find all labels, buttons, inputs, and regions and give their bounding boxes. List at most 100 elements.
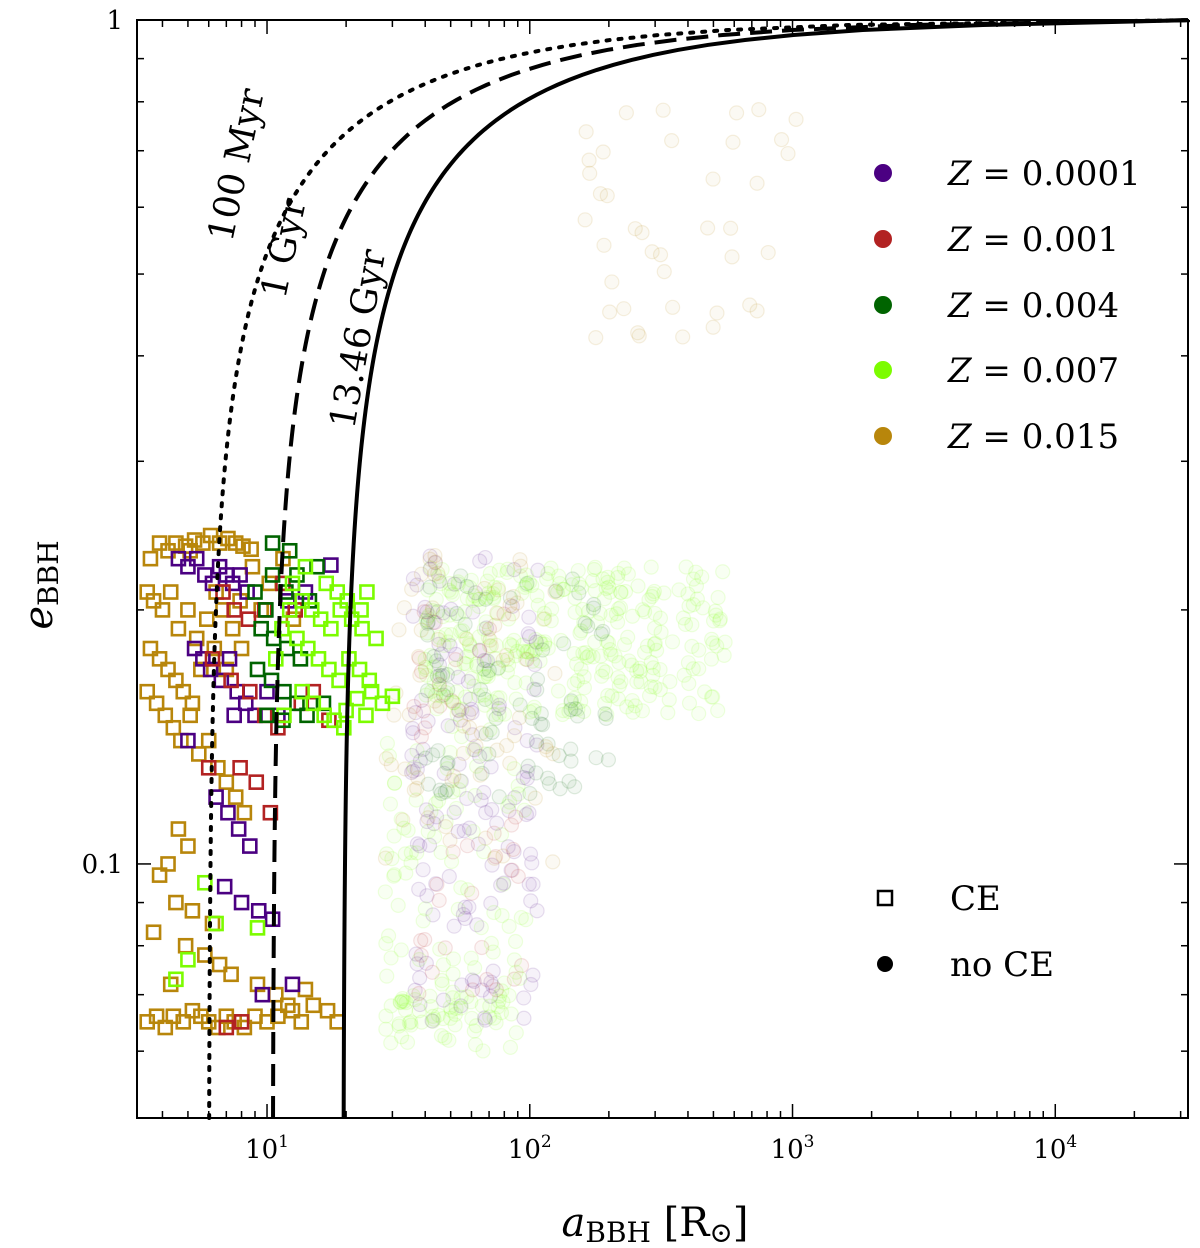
no-ce-point xyxy=(500,798,516,814)
no-ce-point xyxy=(471,591,487,607)
ce-point xyxy=(303,602,320,618)
no-ce-point xyxy=(537,636,553,652)
no-ce-point xyxy=(428,809,445,825)
ce-point xyxy=(321,712,337,729)
no-ce-point xyxy=(607,648,623,664)
no-ce-point xyxy=(383,757,399,773)
no-ce-point xyxy=(427,829,443,845)
legend-label-no-ce: no CE xyxy=(950,945,1054,985)
no-ce-point xyxy=(533,636,549,652)
no-ce-point xyxy=(393,1029,410,1045)
no-ce-point xyxy=(612,600,629,616)
no-ce-point xyxy=(645,660,661,676)
no-ce-point xyxy=(514,585,530,601)
no-ce-point xyxy=(466,742,483,758)
ce-point xyxy=(211,956,228,973)
no-ce-point xyxy=(555,581,571,598)
no-ce-point xyxy=(460,673,476,690)
ce-point xyxy=(294,683,310,700)
ce-point xyxy=(223,966,239,983)
ce-point xyxy=(216,878,233,895)
no-ce-point xyxy=(561,703,577,720)
no-ce-point xyxy=(522,704,538,720)
no-ce-point xyxy=(476,784,492,801)
no-ce-point xyxy=(474,982,490,998)
no-ce-point xyxy=(409,836,426,852)
no-ce-point xyxy=(680,586,696,602)
ce-point xyxy=(264,535,281,551)
no-ce-point xyxy=(417,932,433,948)
no-ce-point xyxy=(467,1036,484,1053)
ce-point xyxy=(148,1008,165,1025)
no-ce-point xyxy=(452,773,468,789)
no-ce-point xyxy=(459,790,475,807)
no-ce-point xyxy=(621,653,637,669)
no-ce-point xyxy=(422,548,438,564)
no-ce-point xyxy=(569,672,586,689)
no-ce-point xyxy=(482,988,499,1004)
no-ce-point xyxy=(450,576,466,592)
no-ce-point xyxy=(561,773,577,789)
no-ce-point xyxy=(441,582,457,598)
no-ce-point xyxy=(476,687,492,703)
no-ce-point xyxy=(485,944,501,960)
no-ce-point xyxy=(525,967,541,983)
no-ce-point xyxy=(724,249,740,265)
no-ce-point xyxy=(576,614,592,630)
no-ce-point xyxy=(457,689,474,705)
no-ce-point xyxy=(489,742,505,758)
no-ce-point xyxy=(515,769,531,786)
no-ce-point xyxy=(704,689,720,705)
no-ce-point xyxy=(503,1006,519,1022)
no-ce-point xyxy=(426,648,442,665)
no-ce-point xyxy=(481,746,497,762)
ce-point xyxy=(318,575,335,592)
no-ce-point xyxy=(482,565,498,582)
ce-point xyxy=(240,611,257,627)
no-ce-point xyxy=(680,655,697,671)
no-ce-point xyxy=(567,779,583,795)
no-ce-point xyxy=(526,699,542,715)
no-ce-point xyxy=(413,729,429,745)
no-ce-point xyxy=(717,634,733,650)
no-ce-point xyxy=(418,687,434,703)
legend-marker-z004 xyxy=(874,296,892,314)
no-ce-point xyxy=(469,658,485,674)
no-ce-point xyxy=(409,761,425,777)
ce-point xyxy=(233,894,250,911)
y-axis-label: eBBH xyxy=(16,540,65,629)
no-ce-point xyxy=(477,1012,493,1028)
no-ce-point xyxy=(474,998,490,1014)
no-ce-point xyxy=(685,571,702,587)
no-ce-point xyxy=(436,765,452,781)
no-ce-point xyxy=(467,585,484,601)
no-ce-point xyxy=(420,614,436,630)
no-ce-point xyxy=(397,846,413,862)
no-ce-point xyxy=(539,571,555,587)
no-ce-point xyxy=(610,601,627,617)
no-ce-point xyxy=(600,635,617,651)
no-ce-point xyxy=(593,626,609,642)
no-ce-point xyxy=(585,649,601,665)
no-ce-point xyxy=(471,598,487,615)
no-ce-point xyxy=(422,579,438,595)
no-ce-point xyxy=(448,652,464,668)
no-ce-point xyxy=(379,968,395,984)
no-ce-point xyxy=(645,667,661,683)
no-ce-point xyxy=(581,603,597,619)
ce-point xyxy=(284,575,301,592)
ce-point xyxy=(145,924,162,941)
legend-markers: CE no CE xyxy=(876,879,1054,985)
no-ce-point xyxy=(576,669,592,685)
ce-point xyxy=(247,584,263,600)
ce-point xyxy=(142,550,159,567)
no-ce-point xyxy=(417,750,434,766)
no-ce-point xyxy=(488,1015,504,1031)
no-ce-point xyxy=(439,782,455,798)
no-ce-point xyxy=(491,993,507,1009)
no-ce-point xyxy=(455,745,472,762)
no-ce-point xyxy=(647,635,663,651)
ce-point xyxy=(309,558,325,575)
ce-point xyxy=(232,567,248,583)
no-ce-point xyxy=(570,701,586,717)
